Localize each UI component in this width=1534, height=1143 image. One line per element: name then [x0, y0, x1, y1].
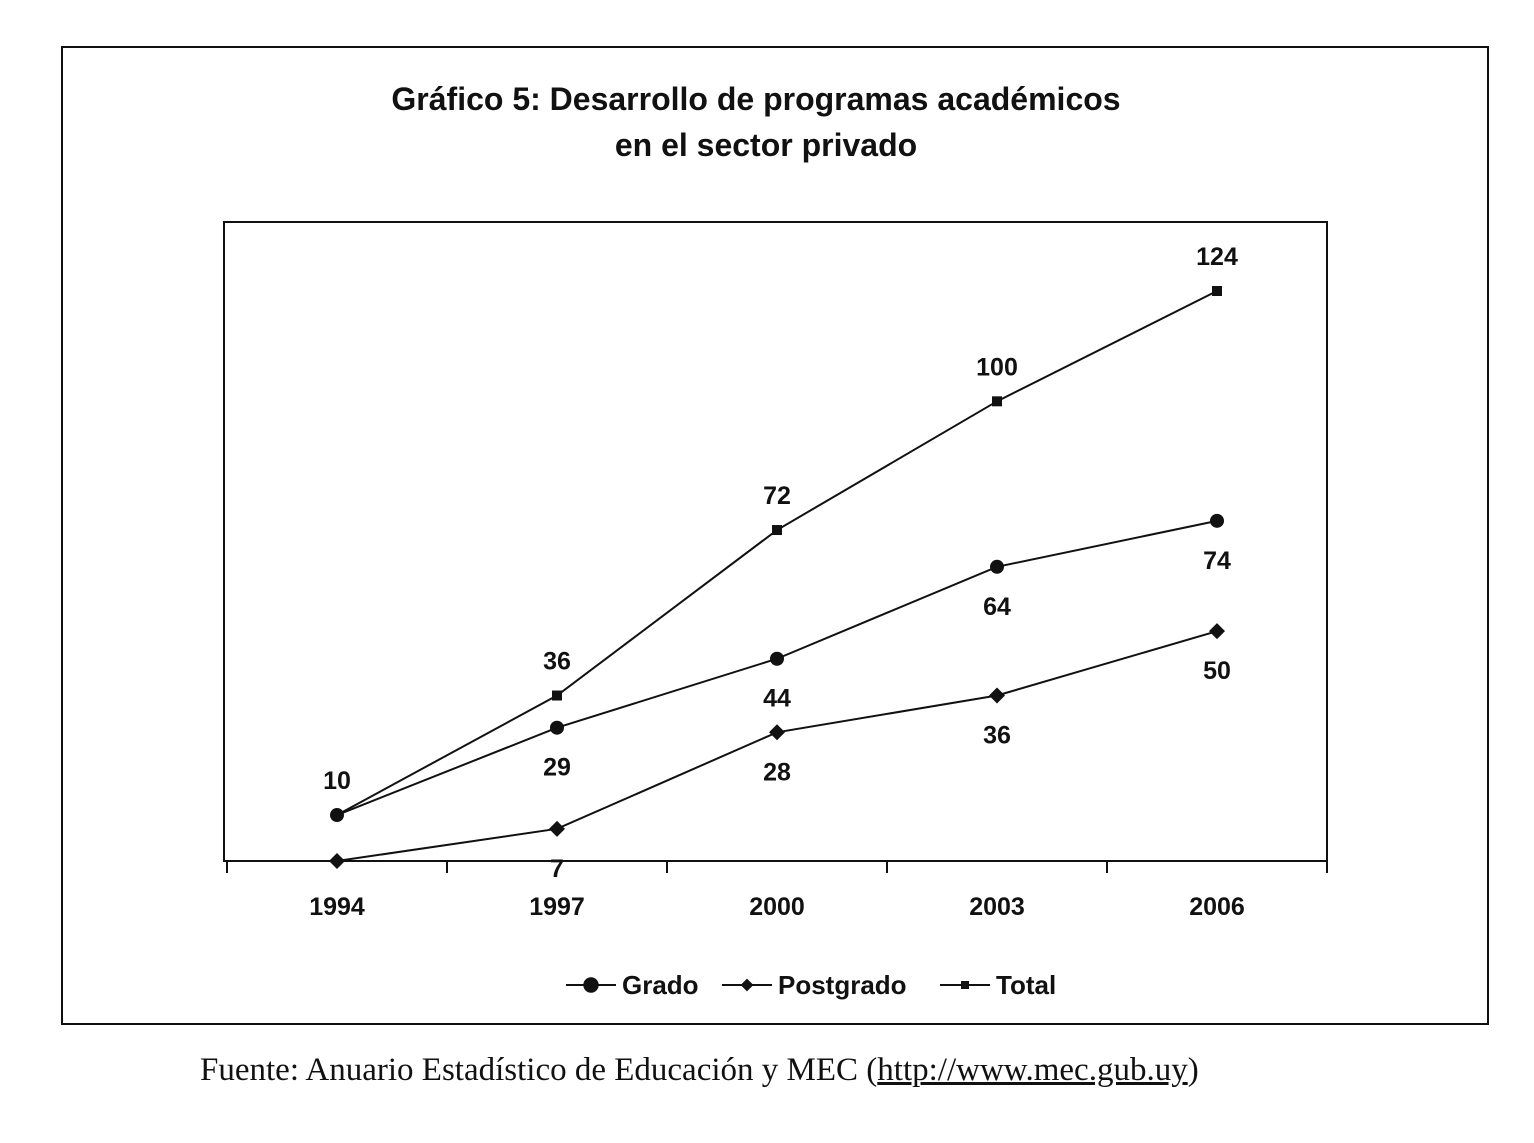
data-point-total	[772, 525, 782, 536]
data-point-total	[992, 396, 1002, 407]
data-point-total	[552, 690, 562, 701]
chart-frame	[61, 46, 1489, 1025]
legend-label-grado: Grado	[622, 970, 699, 1000]
legend: Grado Postgrado Total	[566, 970, 1056, 1000]
data-label-total: 124	[1196, 243, 1238, 271]
data-label-grado: 29	[543, 754, 571, 782]
x-tick-label: 2003	[969, 893, 1025, 921]
data-point-postgrado	[549, 820, 565, 837]
data-point-postgrado	[329, 853, 345, 869]
data-label-postgrado: 36	[983, 722, 1011, 750]
data-point-postgrado	[989, 687, 1005, 704]
data-label-total: 72	[763, 482, 791, 510]
data-point-total	[332, 810, 342, 821]
plot-area	[223, 221, 1328, 862]
data-label-grado: 44	[763, 685, 791, 713]
data-label-postgrado: 50	[1203, 657, 1231, 685]
data-point-total	[1212, 286, 1222, 296]
data-label-total: 36	[543, 648, 571, 676]
chart-title-line2: en el sector privado	[615, 127, 917, 163]
data-point-grado	[770, 651, 784, 666]
data-label-postgrado: 28	[763, 758, 791, 786]
data-label-postgrado: 7	[550, 855, 564, 883]
legend-label-total: Total	[996, 970, 1056, 1000]
data-point-postgrado	[769, 724, 785, 741]
source-link[interactable]: http://www.mec.gub.uy	[877, 1052, 1188, 1088]
chart-title-line1: Gráfico 5: Desarrollo de programas acadé…	[391, 81, 1120, 117]
source-note: Fuente: Anuario Estadístico de Educación…	[200, 1052, 1199, 1089]
x-tick-label: 1994	[309, 893, 365, 921]
data-point-grado	[1210, 513, 1224, 528]
legend-label-postgrado: Postgrado	[778, 970, 907, 1000]
legend-marker-grado	[583, 977, 599, 993]
data-point-postgrado	[1209, 623, 1225, 640]
data-label-total: 10	[323, 767, 351, 795]
x-tick-label: 2000	[749, 893, 805, 921]
source-prefix: Fuente: Anuario Estadístico de Educación…	[200, 1052, 878, 1088]
data-label-grado: 64	[983, 593, 1011, 621]
data-label-total: 100	[976, 353, 1018, 381]
x-tick-label: 1997	[529, 893, 585, 921]
legend-marker-total	[961, 981, 969, 989]
data-label-grado: 74	[1203, 547, 1231, 575]
source-suffix: )	[1187, 1052, 1199, 1088]
data-point-grado	[550, 720, 564, 735]
data-point-grado	[990, 559, 1004, 574]
x-tick-label: 2006	[1189, 893, 1245, 921]
legend-marker-postgrado	[740, 978, 754, 992]
